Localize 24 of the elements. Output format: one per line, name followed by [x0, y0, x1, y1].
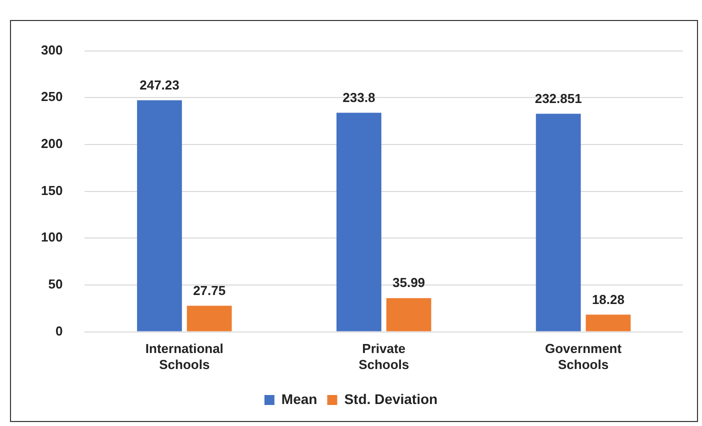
x-tick-label: Private Schools — [358, 341, 410, 372]
y-tick-label: 50 — [48, 276, 63, 292]
legend-label: Mean — [281, 390, 318, 407]
data-label: 18.28 — [592, 292, 624, 307]
bar — [137, 100, 182, 332]
bar — [586, 314, 631, 332]
y-tick-label: 0 — [55, 323, 63, 338]
y-tick-label: 150 — [40, 182, 63, 198]
legend-label: Std. Deviation — [344, 390, 438, 407]
data-label: 27.75 — [193, 282, 226, 298]
y-tick-label: 300 — [40, 42, 63, 58]
y-tick-label: 250 — [40, 89, 63, 104]
bar — [536, 114, 581, 332]
bar — [386, 298, 432, 332]
data-label: 35.99 — [392, 275, 426, 290]
y-tick-label: 100 — [40, 230, 63, 245]
data-label: 233.8 — [342, 90, 376, 105]
x-tick-label: International Schools — [145, 341, 224, 372]
bar — [336, 112, 382, 332]
data-label: 232.851 — [534, 90, 582, 106]
y-tick-label: 200 — [40, 136, 63, 152]
data-label: 247.23 — [140, 77, 180, 92]
bar — [186, 306, 232, 332]
x-tick-label: Government Schools — [544, 341, 622, 372]
